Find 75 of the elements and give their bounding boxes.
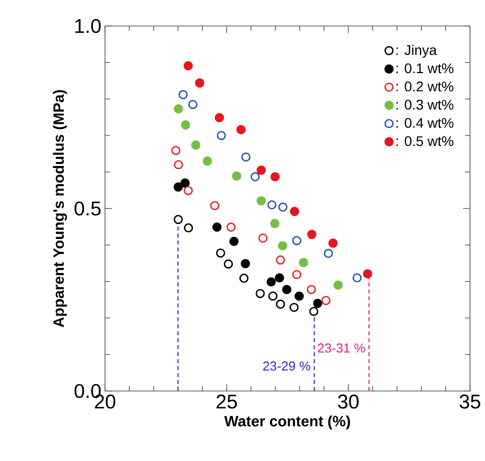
legend-label: : 0.4 wt% [396, 118, 454, 128]
point [256, 166, 266, 175]
point [313, 298, 322, 308]
point [289, 302, 299, 312]
point [171, 146, 180, 156]
point [256, 288, 265, 298]
point [236, 125, 246, 134]
legend-label: : Jinya [396, 44, 437, 58]
annotation: 23-31 % [318, 343, 366, 353]
point [324, 248, 333, 258]
point [188, 100, 198, 110]
point [216, 248, 226, 258]
point [216, 130, 226, 140]
y-axis-title: Apparent Young's modulus (MPa) [52, 90, 67, 328]
x-tick-label: 25 [216, 394, 237, 409]
point [195, 78, 204, 88]
point [256, 196, 266, 206]
point [224, 259, 233, 269]
y-tick-label: 0.5 [74, 201, 101, 216]
point [274, 273, 284, 282]
point [250, 172, 260, 182]
point [290, 206, 300, 216]
point [174, 182, 183, 192]
point [191, 140, 200, 150]
point [180, 178, 190, 188]
point [333, 280, 343, 290]
y-tick-label: 1.0 [75, 18, 101, 34]
point [267, 200, 277, 210]
point [184, 186, 193, 196]
point [292, 236, 302, 246]
point [240, 258, 250, 268]
point [241, 152, 250, 162]
point [229, 236, 239, 246]
point [294, 291, 304, 301]
legend-label: : 0.2 wt% [396, 82, 454, 92]
point [328, 238, 338, 248]
point [306, 284, 316, 294]
x-axis-title: Water content (%) [224, 415, 350, 430]
point [180, 120, 190, 130]
point [268, 292, 278, 301]
legend-label: : 0.3 wt% [396, 100, 454, 110]
point [276, 300, 286, 309]
point [184, 223, 194, 232]
point [292, 270, 302, 280]
point [174, 104, 184, 114]
point [174, 160, 184, 170]
point [239, 274, 249, 283]
point [226, 222, 236, 232]
point [258, 233, 268, 243]
legend-label: : 0.5 wt% [396, 136, 454, 146]
point [184, 61, 193, 70]
legend-label: : 0.1 wt% [396, 63, 454, 74]
point [307, 230, 316, 240]
point [232, 171, 242, 181]
point [276, 255, 286, 265]
point [174, 214, 183, 224]
annotation: 23-29 % [263, 361, 310, 371]
x-tick-label: 35 [460, 394, 480, 409]
point [321, 296, 331, 306]
point [298, 258, 308, 268]
point [352, 273, 362, 282]
point [266, 277, 276, 286]
x-tick-label: 30 [338, 394, 359, 409]
point [210, 200, 220, 210]
point [278, 241, 288, 250]
point [178, 90, 188, 100]
point [214, 112, 224, 122]
point [309, 306, 318, 316]
point [270, 218, 280, 228]
point [282, 284, 292, 294]
point [202, 156, 212, 166]
point [278, 202, 288, 212]
point [270, 172, 280, 182]
point [212, 222, 222, 232]
point [362, 269, 372, 278]
